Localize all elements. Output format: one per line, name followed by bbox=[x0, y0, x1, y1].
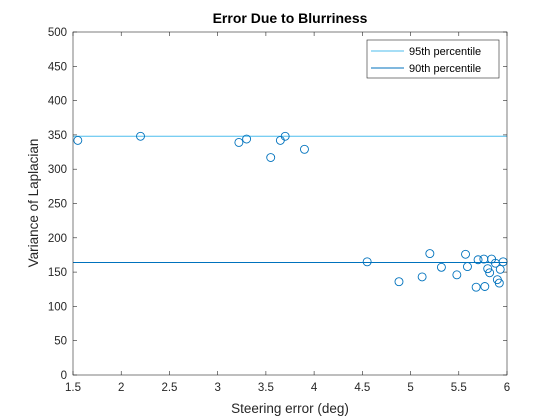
x-tick-label: 5.5 bbox=[451, 382, 467, 394]
y-tick-label: 100 bbox=[48, 301, 67, 313]
y-axis-label: Variance of Laplacian bbox=[26, 139, 41, 268]
x-axis-ticks: 1.5 2 2.5 3 3.5 4 4.5 5 5.5 6 bbox=[65, 32, 510, 394]
data-point bbox=[436, 262, 446, 272]
y-tick-label: 150 bbox=[48, 267, 67, 279]
y-tick-label: 0 bbox=[61, 370, 67, 382]
x-axis-label: Steering error (deg) bbox=[231, 401, 349, 416]
data-point bbox=[425, 249, 435, 259]
x-tick-label: 2.5 bbox=[161, 382, 177, 394]
chart-title: Error Due to Blurriness bbox=[213, 10, 368, 26]
data-point bbox=[463, 262, 472, 272]
data-point bbox=[494, 278, 504, 288]
data-point bbox=[461, 249, 470, 259]
data-point bbox=[485, 268, 495, 278]
legend-label-95th: 95th percentile bbox=[409, 46, 481, 58]
y-tick-label: 50 bbox=[54, 336, 67, 348]
percentile-lines bbox=[73, 135, 507, 263]
data-point bbox=[280, 131, 290, 141]
data-point bbox=[483, 264, 493, 274]
data-point bbox=[473, 255, 483, 265]
x-tick-label: 2 bbox=[118, 382, 124, 394]
x-tick-label: 3 bbox=[214, 382, 220, 394]
data-points bbox=[73, 131, 508, 292]
data-point bbox=[480, 282, 490, 291]
x-tick-label: 4 bbox=[311, 382, 318, 394]
data-point bbox=[452, 270, 462, 280]
plot-area bbox=[73, 32, 507, 375]
y-tick-label: 250 bbox=[48, 199, 67, 211]
legend: 95th percentile 90th percentile bbox=[366, 39, 500, 79]
y-tick-label: 500 bbox=[48, 27, 67, 39]
x-tick-label: 5 bbox=[407, 382, 413, 394]
data-point bbox=[242, 134, 252, 144]
legend-box bbox=[366, 39, 500, 79]
data-point bbox=[362, 257, 372, 267]
legend-label-90th: 90th percentile bbox=[409, 63, 481, 75]
data-point bbox=[73, 135, 83, 145]
data-point bbox=[234, 137, 244, 147]
data-point bbox=[300, 144, 309, 154]
x-tick-label: 4.5 bbox=[354, 382, 370, 394]
y-tick-label: 300 bbox=[48, 164, 67, 176]
data-point bbox=[266, 153, 276, 162]
x-tick-label: 6 bbox=[504, 382, 510, 394]
x-tick-label: 3.5 bbox=[258, 382, 274, 394]
data-point bbox=[417, 272, 427, 282]
data-point bbox=[471, 282, 481, 292]
data-point bbox=[394, 277, 404, 287]
y-tick-label: 350 bbox=[48, 130, 67, 142]
y-axis-ticks: 0 50 100 150 200 250 300 350 400 450 500 bbox=[48, 27, 507, 382]
data-point bbox=[136, 131, 145, 141]
x-tick-label: 1.5 bbox=[65, 382, 81, 394]
data-point bbox=[495, 264, 505, 274]
y-tick-label: 400 bbox=[48, 96, 67, 108]
y-tick-label: 200 bbox=[48, 233, 67, 245]
y-tick-label: 450 bbox=[48, 61, 67, 73]
